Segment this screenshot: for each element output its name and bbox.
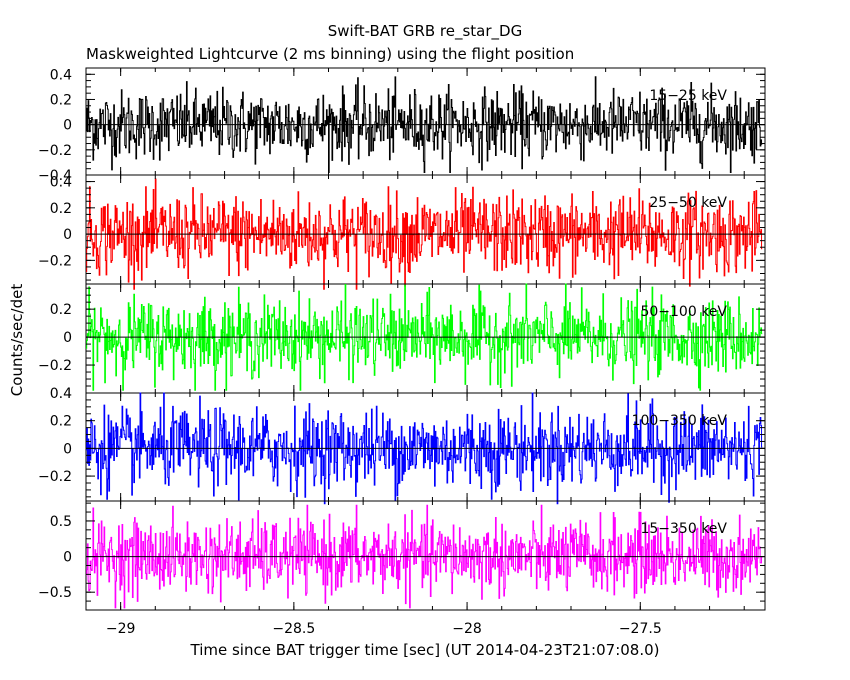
panel-5: 0.5 0 −0.5 15−350 keV xyxy=(38,500,766,611)
y-tick-label: 0 xyxy=(63,118,72,134)
panel-3: 0.2 0 −0.2 50−100 keV xyxy=(38,283,766,394)
y-tick-label: 0.5 xyxy=(50,514,72,530)
band-label: 15−350 keV xyxy=(640,521,727,537)
band-label: 100−350 keV xyxy=(632,413,728,429)
band-label: 50−100 keV xyxy=(640,304,727,320)
y-tick-label: 0.4 xyxy=(50,67,72,83)
x-tick-label: −28.5 xyxy=(272,621,315,637)
series-line-2 xyxy=(86,178,763,290)
panels-group: 0.4 0.2 0 −0.2 −0.4 15−25 keV 0.4 0.2 0 −0.2 25−50… xyxy=(38,67,766,637)
series-line-4 xyxy=(86,392,763,505)
y-tick-label: 0 xyxy=(63,227,72,243)
y-tick-label: 0.2 xyxy=(50,201,72,217)
x-tick-label: −29 xyxy=(106,621,136,637)
x-tick-label: −27.5 xyxy=(619,621,662,637)
panel-4: 0.4 0.2 0 −0.2 100−350 keV xyxy=(38,386,766,505)
y-tick-label: 0.4 xyxy=(50,175,72,191)
y-tick-label: −0.2 xyxy=(38,253,72,269)
x-tick-label: −28 xyxy=(452,621,482,637)
panel-frame xyxy=(85,283,766,394)
y-tick-label: 0 xyxy=(63,330,72,346)
series-line-5 xyxy=(86,504,763,609)
y-tick-label: 0.2 xyxy=(50,92,72,108)
band-label: 15−25 keV xyxy=(649,88,727,104)
band-label: 25−50 keV xyxy=(649,195,727,211)
y-tick-label: −0.5 xyxy=(38,585,72,601)
y-tick-label: −0.2 xyxy=(38,358,72,374)
y-tick-label: 0.4 xyxy=(50,386,72,402)
y-tick-label: 0.2 xyxy=(50,414,72,430)
panel-2: 0.4 0.2 0 −0.2 25−50 keV xyxy=(38,174,766,290)
panel-1: 0.4 0.2 0 −0.2 −0.4 15−25 keV xyxy=(38,67,766,184)
y-axis-label: Counts/sec/det xyxy=(8,284,26,397)
y-tick-label: −0.4 xyxy=(38,168,72,184)
y-tick-label: 0 xyxy=(63,550,72,566)
y-tick-label: 0 xyxy=(63,441,72,457)
y-tick-label: −0.2 xyxy=(38,143,72,159)
y-tick-label: −0.2 xyxy=(38,469,72,485)
panel-frame xyxy=(85,500,766,611)
x-axis-label: Time since BAT trigger time [sec] (UT 20… xyxy=(190,641,660,659)
y-tick-label: 0.2 xyxy=(50,302,72,318)
chart-title: Swift-BAT GRB re_star_DG xyxy=(328,22,522,41)
chart-subtitle: Maskweighted Lightcurve (2 ms binning) u… xyxy=(86,45,574,63)
